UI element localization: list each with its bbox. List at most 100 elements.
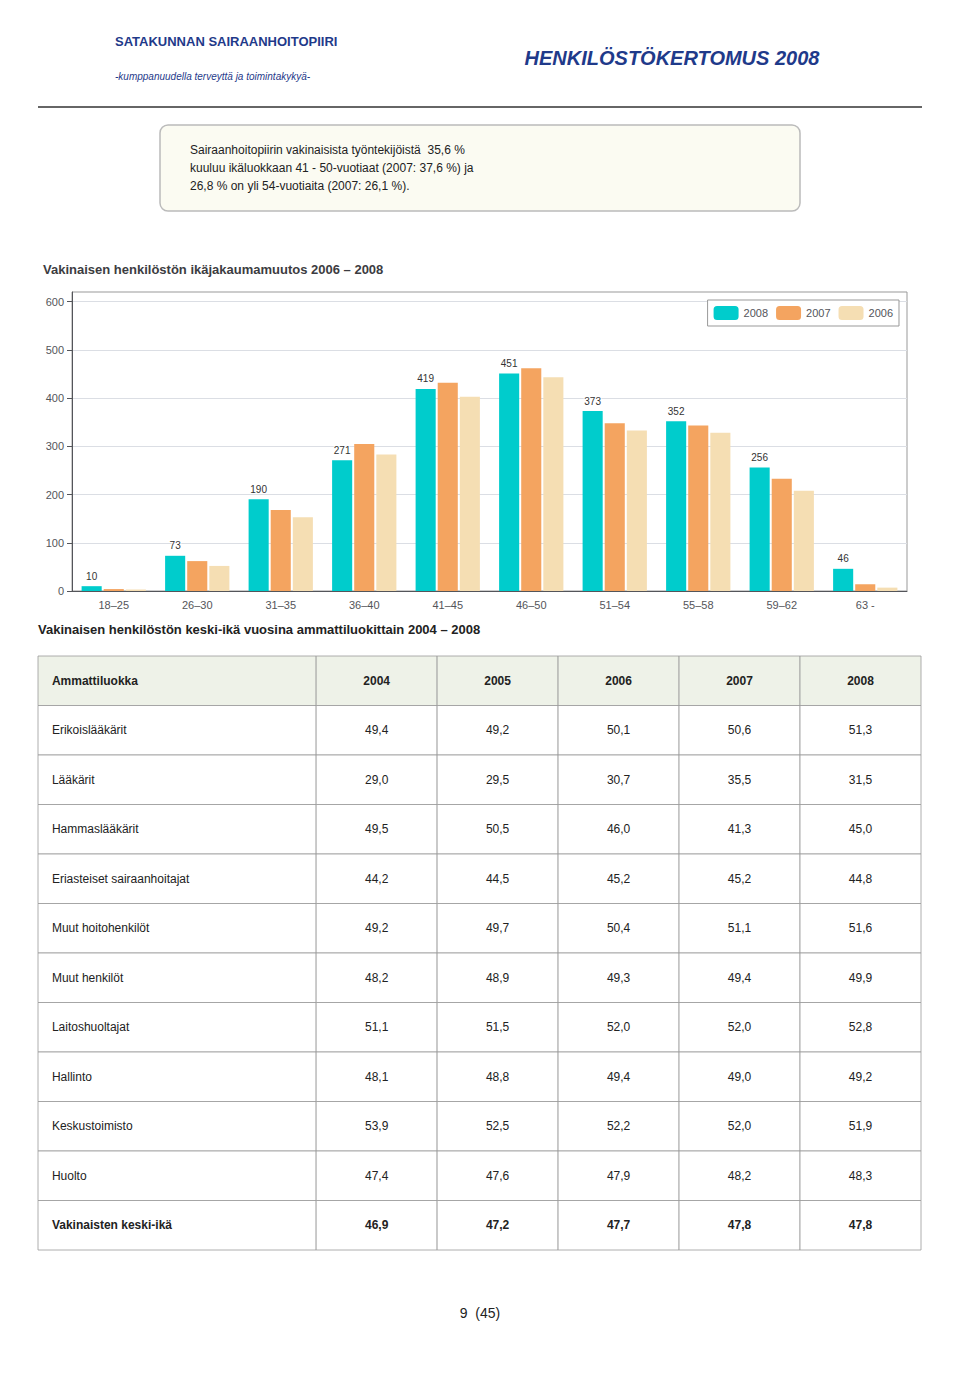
svg-text:2008: 2008	[744, 307, 768, 319]
svg-text:26,8 % on yli 54-vuotiaita (20: 26,8 % on yli 54-vuotiaita (2007: 26,1 %…	[190, 179, 409, 193]
svg-text:52,0: 52,0	[728, 1020, 752, 1034]
svg-text:46: 46	[838, 553, 850, 564]
svg-text:73: 73	[170, 540, 182, 551]
svg-text:kuuluu ikäluokkaan 41 - 50-vuo: kuuluu ikäluokkaan 41 - 50-vuotiaat (200…	[190, 161, 474, 175]
svg-text:47,9: 47,9	[607, 1169, 631, 1183]
svg-text:49,5: 49,5	[365, 822, 389, 836]
svg-text:100: 100	[46, 537, 64, 549]
svg-text:Vakinaisen henkilöstön ikäjaka: Vakinaisen henkilöstön ikäjakaumamuutos …	[43, 262, 383, 277]
svg-text:47,6: 47,6	[486, 1169, 510, 1183]
svg-text:51,6: 51,6	[849, 921, 873, 935]
svg-text:50,6: 50,6	[728, 723, 752, 737]
svg-text:600: 600	[46, 296, 64, 308]
svg-text:Vakinaisen henkilöstön keski-i: Vakinaisen henkilöstön keski-ikä vuosina…	[38, 622, 480, 637]
svg-text:47,8: 47,8	[728, 1218, 752, 1232]
svg-text:49,2: 49,2	[486, 723, 510, 737]
svg-text:200: 200	[46, 489, 64, 501]
svg-text:Hammaslääkärit: Hammaslääkärit	[52, 822, 139, 836]
svg-text:44,8: 44,8	[849, 872, 873, 886]
svg-text:51,5: 51,5	[486, 1020, 510, 1034]
svg-text:52,8: 52,8	[849, 1020, 873, 1034]
svg-text:46,0: 46,0	[607, 822, 631, 836]
svg-text:49,3: 49,3	[607, 971, 631, 985]
svg-text:46–50: 46–50	[516, 599, 547, 611]
svg-text:49,4: 49,4	[607, 1070, 631, 1084]
svg-text:9 (45): 9 (45)	[460, 1305, 500, 1321]
svg-text:2008: 2008	[847, 674, 874, 688]
svg-text:Keskustoimisto: Keskustoimisto	[52, 1119, 133, 1133]
svg-text:Muut henkilöt: Muut henkilöt	[52, 971, 124, 985]
svg-text:HENKILÖSTÖKERTOMUS 2008: HENKILÖSTÖKERTOMUS 2008	[525, 47, 821, 69]
svg-text:44,5: 44,5	[486, 872, 510, 886]
svg-text:2006: 2006	[605, 674, 632, 688]
svg-text:63 -: 63 -	[856, 599, 875, 611]
svg-text:44,2: 44,2	[365, 872, 389, 886]
svg-text:300: 300	[46, 440, 64, 452]
svg-text:31,5: 31,5	[849, 773, 873, 787]
svg-text:Eriasteiset sairaanhoitajat: Eriasteiset sairaanhoitajat	[52, 872, 190, 886]
svg-text:2007: 2007	[726, 674, 753, 688]
svg-text:45,2: 45,2	[728, 872, 752, 886]
svg-text:47,4: 47,4	[365, 1169, 389, 1183]
svg-text:271: 271	[334, 445, 351, 456]
svg-text:373: 373	[584, 396, 601, 407]
svg-text:256: 256	[751, 452, 768, 463]
svg-text:49,0: 49,0	[728, 1070, 752, 1084]
svg-text:47,7: 47,7	[607, 1218, 631, 1232]
svg-text:41,3: 41,3	[728, 822, 752, 836]
svg-text:51–54: 51–54	[599, 599, 630, 611]
svg-text:49,2: 49,2	[849, 1070, 873, 1084]
svg-text:2005: 2005	[484, 674, 511, 688]
svg-text:48,8: 48,8	[486, 1070, 510, 1084]
svg-text:400: 400	[46, 392, 64, 404]
svg-text:50,4: 50,4	[607, 921, 631, 935]
svg-text:51,3: 51,3	[849, 723, 873, 737]
svg-text:Hallinto: Hallinto	[52, 1070, 92, 1084]
svg-text:50,1: 50,1	[607, 723, 631, 737]
svg-text:451: 451	[501, 358, 518, 369]
svg-text:49,4: 49,4	[365, 723, 389, 737]
svg-text:52,0: 52,0	[607, 1020, 631, 1034]
svg-text:SATAKUNNAN SAIRAANHOITOPIIRI: SATAKUNNAN SAIRAANHOITOPIIRI	[115, 34, 337, 49]
svg-text:48,2: 48,2	[728, 1169, 752, 1183]
svg-text:45,2: 45,2	[607, 872, 631, 886]
svg-text:51,1: 51,1	[728, 921, 752, 935]
svg-text:51,1: 51,1	[365, 1020, 389, 1034]
svg-text:41–45: 41–45	[432, 599, 463, 611]
svg-text:Huolto: Huolto	[52, 1169, 87, 1183]
svg-text:Sairaanhoitopiirin vakinaisist: Sairaanhoitopiirin vakinaisista työnteki…	[190, 143, 465, 157]
svg-text:2004: 2004	[363, 674, 390, 688]
svg-text:30,7: 30,7	[607, 773, 631, 787]
svg-text:47,2: 47,2	[486, 1218, 510, 1232]
svg-text:48,2: 48,2	[365, 971, 389, 985]
svg-text:500: 500	[46, 344, 64, 356]
svg-text:49,9: 49,9	[849, 971, 873, 985]
svg-text:49,7: 49,7	[486, 921, 510, 935]
svg-text:2006: 2006	[869, 307, 893, 319]
svg-text:0: 0	[58, 585, 64, 597]
svg-text:47,8: 47,8	[849, 1218, 873, 1232]
svg-text:352: 352	[668, 406, 685, 417]
svg-text:49,4: 49,4	[728, 971, 752, 985]
svg-text:Lääkärit: Lääkärit	[52, 773, 95, 787]
svg-text:45,0: 45,0	[849, 822, 873, 836]
svg-text:48,3: 48,3	[849, 1169, 873, 1183]
svg-text:53,9: 53,9	[365, 1119, 389, 1133]
svg-text:52,5: 52,5	[486, 1119, 510, 1133]
svg-text:55–58: 55–58	[683, 599, 714, 611]
svg-text:49,2: 49,2	[365, 921, 389, 935]
svg-text:48,9: 48,9	[486, 971, 510, 985]
svg-text:Muut hoitohenkilöt: Muut hoitohenkilöt	[52, 921, 150, 935]
svg-text:Laitoshuoltajat: Laitoshuoltajat	[52, 1020, 130, 1034]
svg-text:31–35: 31–35	[265, 599, 296, 611]
svg-text:2007: 2007	[806, 307, 830, 319]
svg-text:419: 419	[417, 373, 434, 384]
svg-text:Erikoislääkärit: Erikoislääkärit	[52, 723, 127, 737]
svg-text:46,9: 46,9	[365, 1218, 389, 1232]
svg-text:50,5: 50,5	[486, 822, 510, 836]
svg-text:18–25: 18–25	[98, 599, 129, 611]
svg-text:48,1: 48,1	[365, 1070, 389, 1084]
svg-text:59–62: 59–62	[766, 599, 797, 611]
svg-text:29,5: 29,5	[486, 773, 510, 787]
svg-text:52,2: 52,2	[607, 1119, 631, 1133]
